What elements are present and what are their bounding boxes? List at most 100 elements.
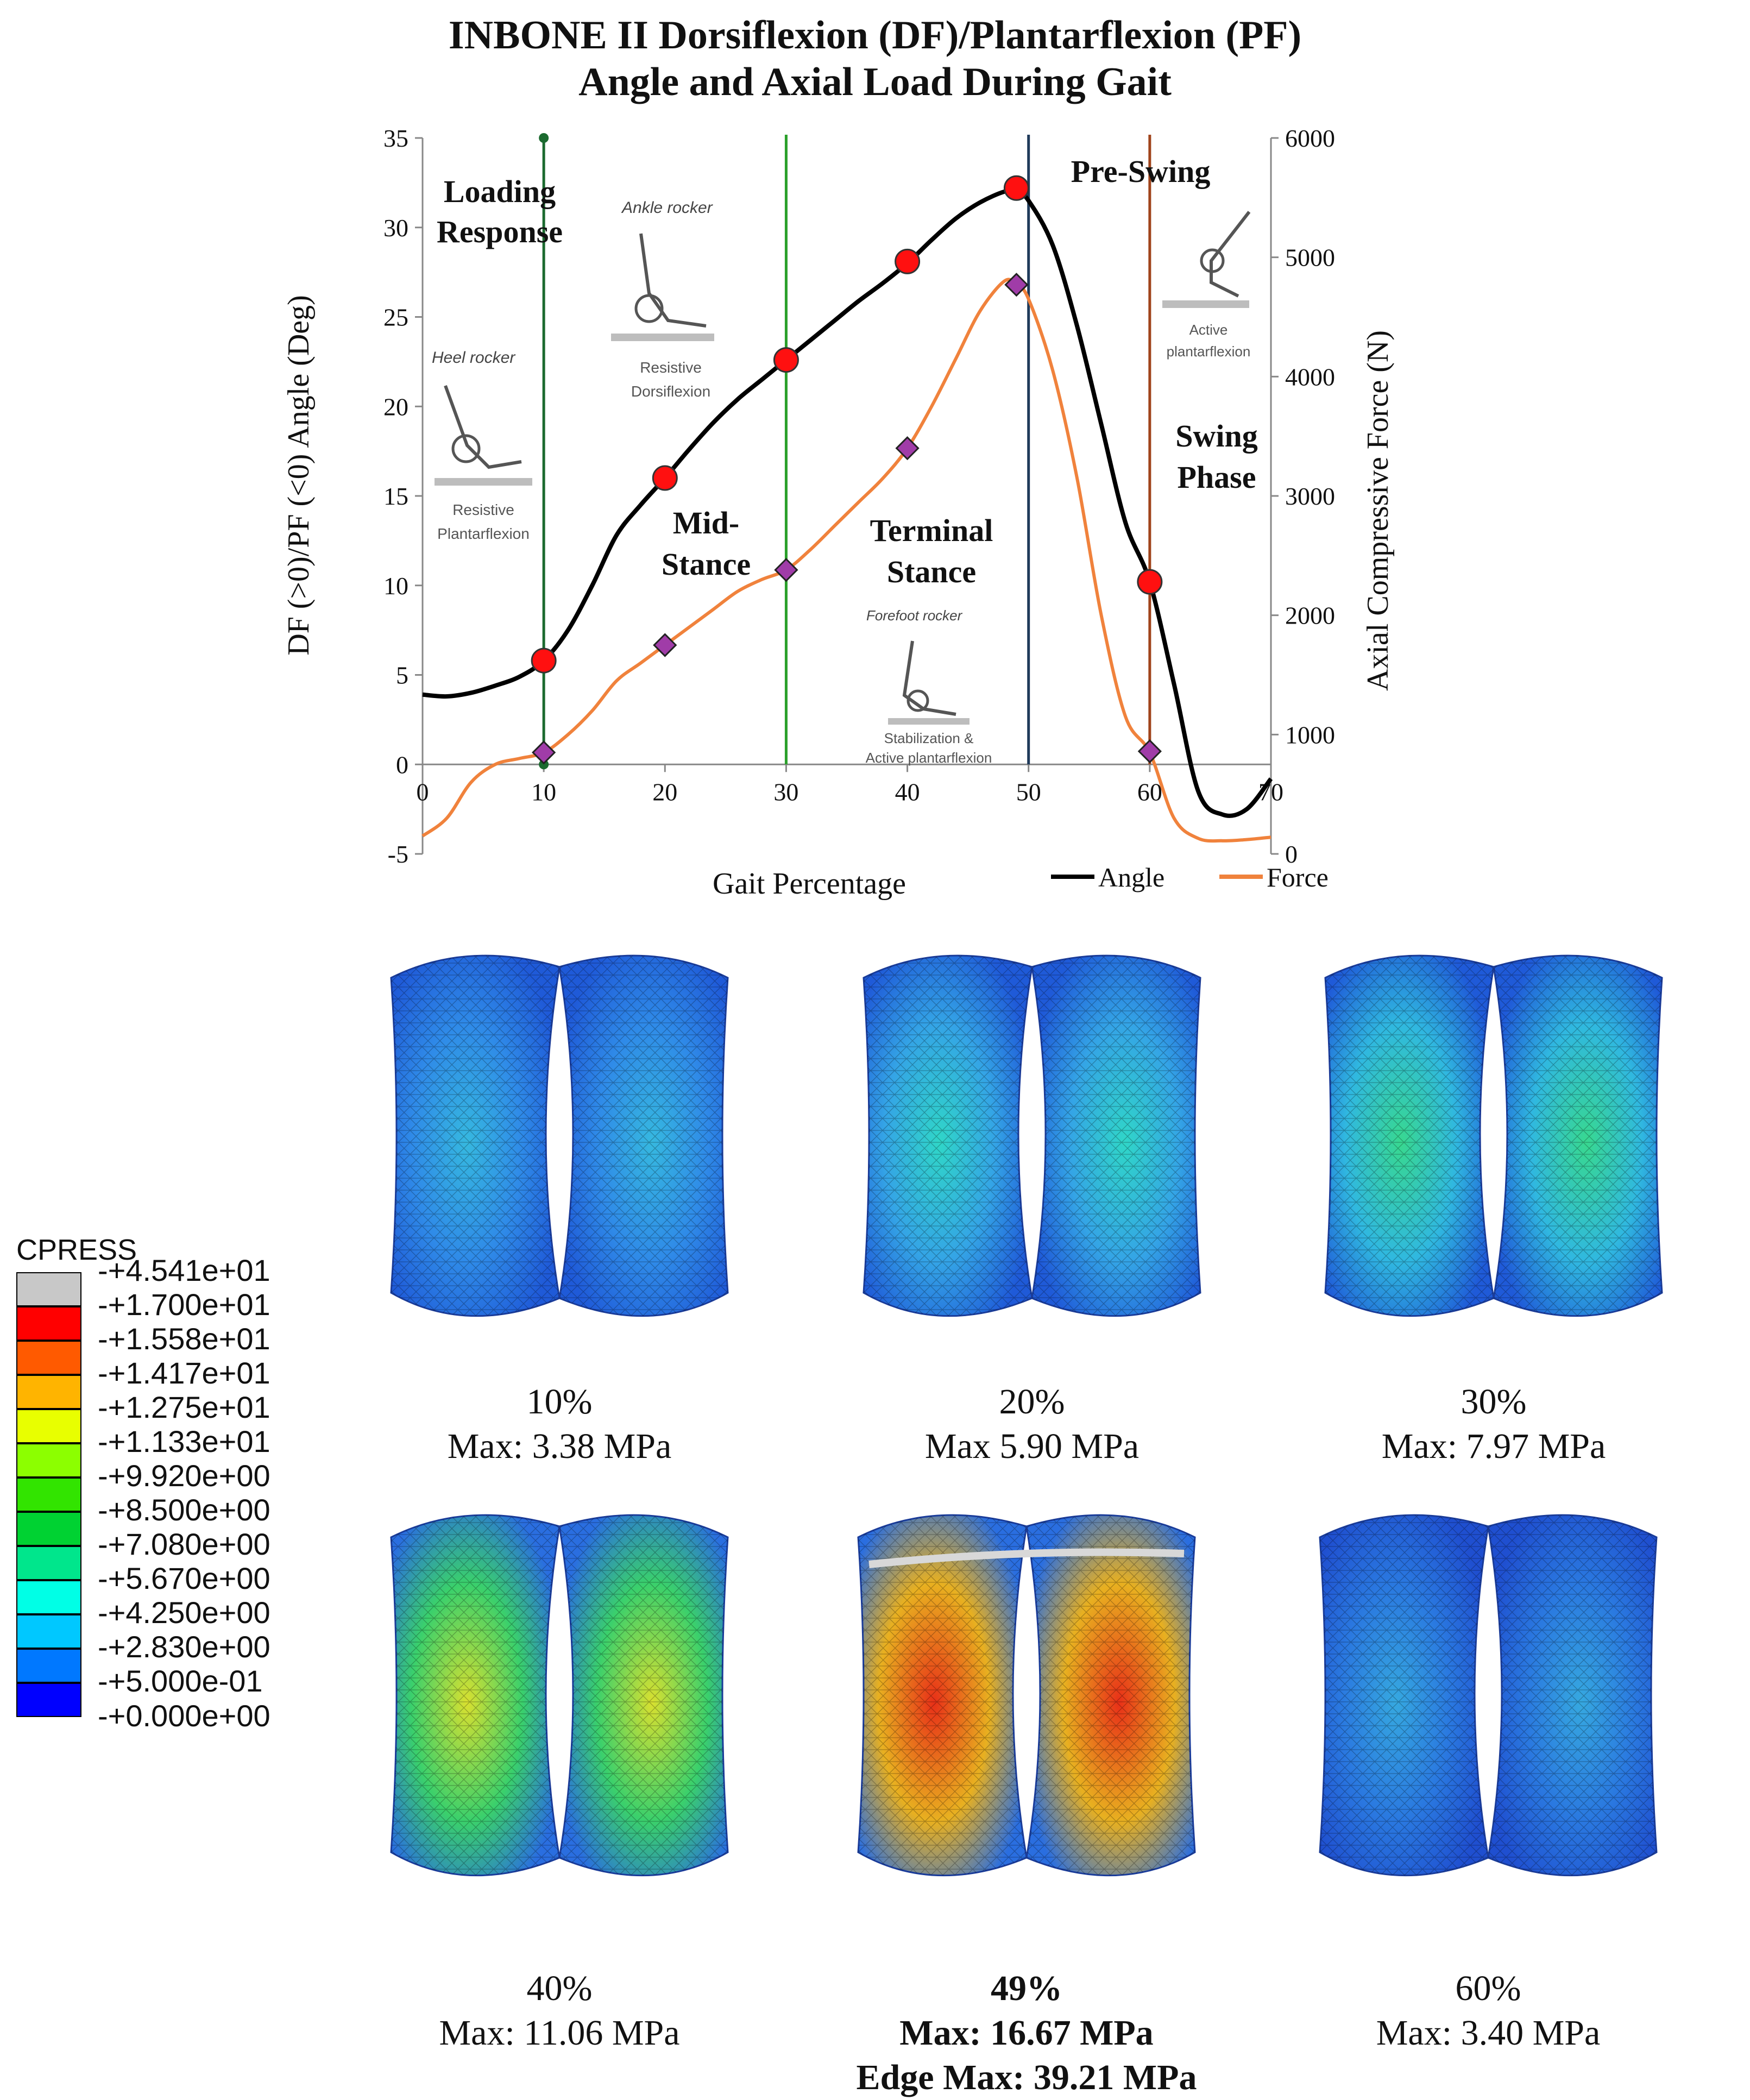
cpress-legend-row: -+2.830e+00 (16, 1630, 270, 1683)
y-left-tick-label: 20 (383, 393, 408, 420)
angle-marker (1137, 569, 1163, 595)
cpress-label: -+4.541e+01 (98, 1253, 270, 1287)
cpress-label: -+2.830e+00 (98, 1630, 270, 1664)
ankle-rocker-figure: Ankle rocker Resistive Dorsiflexion (611, 199, 714, 400)
fe-left-mesh (391, 1515, 559, 1876)
force-marker (1004, 273, 1029, 297)
fe-panel-pct: 20% (999, 1382, 1065, 1422)
ankle-rocker-caption-1: Resistive (640, 359, 702, 376)
x-tick-label: 40 (895, 778, 920, 806)
phase-terminal-stance-2: Stance (887, 554, 976, 589)
active-pf-leg-icon (1210, 211, 1251, 298)
cpress-label: -+7.080e+00 (98, 1527, 270, 1561)
fe-panel-extra: Edge Max: 39.21 MPa (856, 2058, 1197, 2097)
chart-title-line-2: Angle and Axial Load During Gait (578, 60, 1172, 104)
fe-panel-caption: 60% Max: 3.40 MPa (1282, 1966, 1695, 2055)
cpress-label: -+1.700e+01 (98, 1287, 270, 1322)
ankle-rocker-leg-icon (639, 233, 707, 328)
fe-panel: 30% Max: 7.97 MPa (1314, 945, 1673, 1466)
cpress-label: -+0.000e+00 (98, 1699, 270, 1733)
chart-markers (531, 175, 1163, 765)
cpress-legend-row: -+5.000e-01 -+0.000e+00 (16, 1664, 270, 1733)
fe-left-mesh (1320, 1515, 1488, 1876)
fe-panel: 10% Max: 3.38 MPa (380, 945, 739, 1466)
fe-panel: 49% Max: 16.67 MPa Edge Max: 39.21 MPa (847, 1505, 1206, 2097)
y-left-tick-label: 35 (383, 124, 408, 152)
y-right-tick-label: 4000 (1285, 363, 1335, 391)
cpress-swatch (16, 1306, 81, 1341)
fe-left-mesh (864, 955, 1032, 1316)
cpress-swatch (16, 1375, 81, 1409)
chart-title: INBONE II Dorsiflexion (DF)/Plantarflexi… (0, 12, 1750, 105)
fe-panel-caption: 40% Max: 11.06 MPa (353, 1966, 766, 2055)
fe-contact-map (390, 1514, 729, 1877)
active-pf-ground-icon (1162, 300, 1249, 308)
fe-left-mesh (1325, 955, 1494, 1316)
active-plantarflexion-figure: Active plantarflexion (1162, 211, 1251, 360)
forefoot-rocker-caption-1: Stabilization & (884, 730, 974, 746)
cpress-swatch (16, 1443, 81, 1477)
fe-panel-max: Max: 3.40 MPa (1376, 2013, 1601, 2053)
cpress-legend-row: -+8.500e+00 (16, 1493, 270, 1546)
fe-contact-map (1319, 1514, 1658, 1877)
legend-angle-label: Angle (1098, 862, 1164, 892)
cpress-swatch (16, 1409, 81, 1443)
cpress-label: -+5.000e-01 (98, 1664, 263, 1698)
phase-swing-1: Swing (1175, 418, 1258, 454)
fe-panel-caption: 20% Max 5.90 MPa (826, 1380, 1238, 1469)
heel-rocker-figure: Heel rocker Resistive Plantarflexion (432, 349, 532, 542)
cpress-swatch (16, 1546, 81, 1580)
phase-mid-stance-2: Stance (662, 546, 751, 582)
series-line-angle (422, 188, 1273, 818)
y-left-tick-label: -5 (388, 840, 408, 868)
cpress-label: -+9.920e+00 (98, 1458, 270, 1493)
cpress-swatch (16, 1649, 81, 1683)
ankle-rocker-ankle-icon (634, 294, 664, 323)
cpress-label: -+1.133e+01 (98, 1424, 270, 1458)
y-left-tick-label: 0 (396, 751, 408, 778)
cpress-legend-row: -+7.080e+00 (16, 1527, 270, 1580)
fe-panel-max: Max: 3.38 MPa (447, 1426, 672, 1466)
cpress-legend-row: -+5.670e+00 (16, 1561, 270, 1614)
y-left-tick-label: 30 (383, 214, 408, 242)
force-marker (774, 558, 798, 582)
y-left-tick-label: 15 (383, 482, 408, 510)
fe-right-mesh (1488, 1515, 1657, 1876)
heel-rocker-ankle-icon (451, 434, 481, 463)
cpress-label: -+1.417e+01 (98, 1356, 270, 1390)
angle-marker (1003, 175, 1029, 201)
heel-rocker-label: Heel rocker (432, 349, 515, 367)
cpress-label: -+1.275e+01 (98, 1390, 270, 1424)
cpress-legend-row: -+1.133e+01 (16, 1424, 270, 1477)
y-right-tick-label: 0 (1285, 840, 1298, 868)
fe-panel-max: Max: 16.67 MPa (899, 2013, 1154, 2053)
cpress-label: -+8.500e+00 (98, 1493, 270, 1527)
phase-terminal-stance-1: Terminal (870, 513, 993, 548)
fe-panel: 20% Max 5.90 MPa (853, 945, 1211, 1466)
fe-panel-pct: 30% (1461, 1382, 1527, 1422)
y-right-tick-label: 5000 (1285, 244, 1335, 272)
fe-contact-map (857, 1514, 1196, 1877)
fe-panel-pct: 40% (526, 1969, 593, 2008)
fe-panel-pct: 49% (991, 1969, 1062, 2008)
heel-rocker-caption-1: Resistive (452, 501, 514, 518)
cpress-swatch (16, 1477, 81, 1512)
cpress-legend-row: -+1.275e+01 (16, 1390, 270, 1443)
fe-contact-map (390, 954, 729, 1317)
y-right-tick-label: 2000 (1285, 602, 1335, 630)
chart-axes: 0 10 20 30 40 50 60 70-505101520253035010002000… (383, 124, 1335, 868)
cpress-label: -+1.558e+01 (98, 1322, 270, 1356)
y-right-tick-label: 6000 (1285, 124, 1335, 152)
legend-force-label: Force (1267, 862, 1329, 892)
fe-right-mesh (1494, 955, 1662, 1316)
cpress-swatch (16, 1614, 81, 1649)
forefoot-rocker-ankle-icon (907, 689, 929, 712)
phase-loading-response-1: Loading (444, 174, 556, 209)
phase-mid-stance-1: Mid- (673, 505, 739, 540)
cpress-legend-rows: -+4.541e+01 -+1.700e+01 -+1.558e+01 -+1.417… (16, 1253, 270, 1733)
cpress-swatch (16, 1272, 81, 1306)
fe-panel-max: Max: 7.97 MPa (1381, 1426, 1606, 1466)
fe-panel-caption: 30% Max: 7.97 MPa (1287, 1380, 1700, 1469)
cpress-legend-row: -+1.417e+01 (16, 1356, 270, 1409)
fe-right-mesh (559, 1515, 728, 1876)
